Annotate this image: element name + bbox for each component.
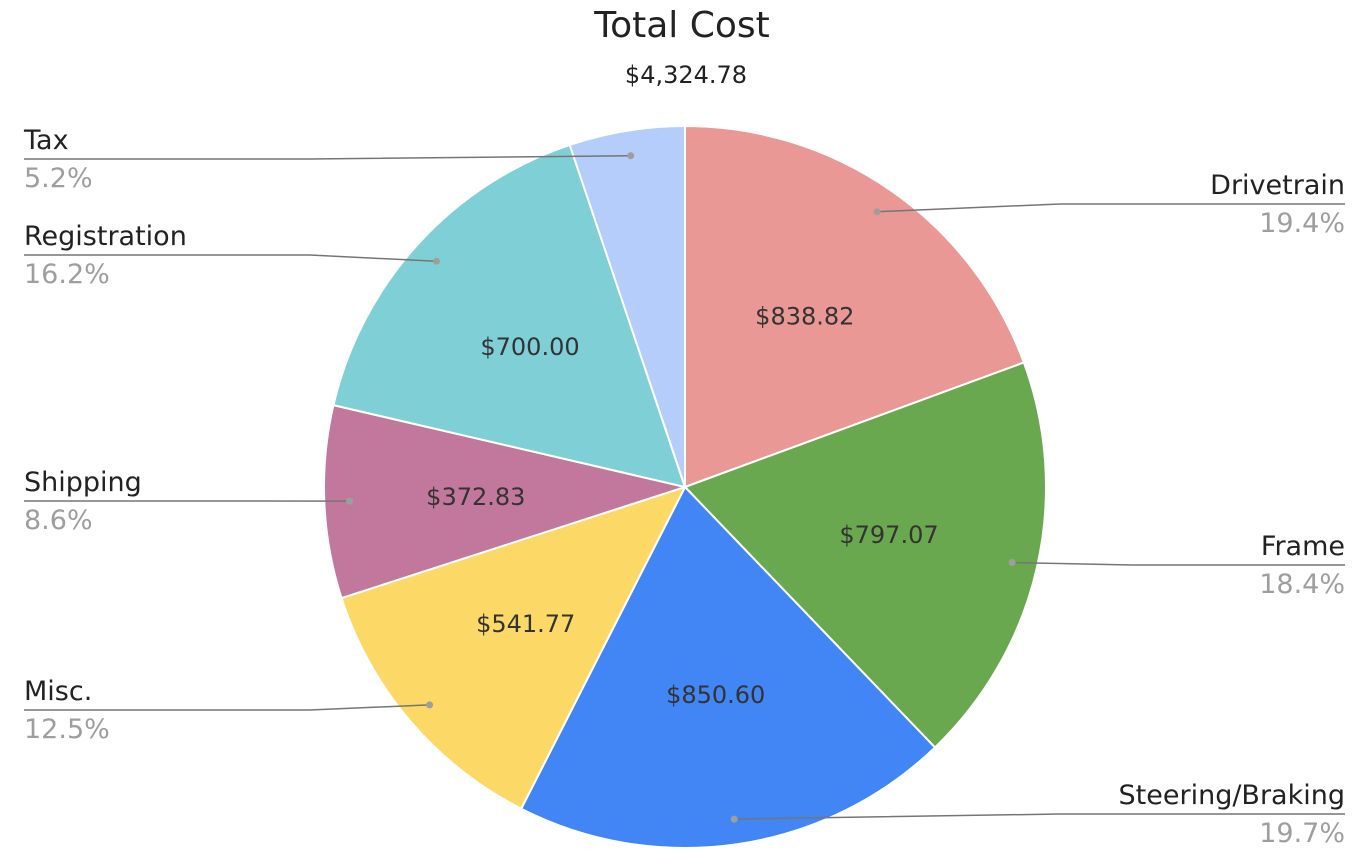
value-label-frame: $797.07 [839, 521, 938, 549]
percent-label-frame: 18.4% [1259, 569, 1345, 600]
category-label-tax: Tax [23, 125, 69, 156]
category-label-steering-braking: Steering/Braking [1119, 780, 1345, 811]
leader-dot-drivetrain [873, 208, 881, 216]
category-label-drivetrain: Drivetrain [1210, 170, 1345, 201]
percent-label-steering-braking: 19.7% [1259, 818, 1345, 849]
category-label-registration: Registration [24, 221, 187, 252]
chart-subtitle: $4,324.78 [625, 61, 747, 89]
slice-shipping [323, 403, 689, 600]
slice-frame [683, 361, 1047, 749]
leader-dot-shipping [346, 497, 354, 505]
leader-line-frame [1012, 561, 1345, 566]
slice-tax [568, 124, 686, 488]
leader-dot-misc [426, 701, 434, 709]
value-label-drivetrain: $838.82 [755, 302, 854, 330]
slice-labels: $838.82 Drivetrain 19.4% $797.07 Frame 18.4% $… [23, 125, 1345, 849]
leader-dot-registration [433, 257, 440, 265]
slice-drivetrain [684, 124, 1026, 489]
leader-dot-tax [627, 152, 635, 160]
value-label-steering-braking: $850.60 [666, 681, 765, 709]
value-label-shipping: $372.83 [426, 483, 525, 511]
category-label-shipping: Shipping [24, 467, 142, 498]
percent-label-misc: 12.5% [24, 714, 110, 745]
slice-registration [332, 143, 687, 489]
value-label-misc: $541.77 [476, 610, 575, 638]
leader-lines [24, 152, 1345, 823]
leader-dot-frame [1008, 559, 1016, 566]
slice-steering-braking [519, 485, 937, 849]
leader-line-registration [24, 254, 437, 263]
percent-label-shipping: 8.6% [24, 505, 93, 536]
slice-misc [340, 485, 687, 811]
percent-label-tax: 5.2% [24, 163, 93, 194]
category-label-frame: Frame [1261, 531, 1345, 562]
percent-label-drivetrain: 19.4% [1259, 208, 1345, 239]
leader-line-steering-braking [734, 813, 1345, 820]
value-label-registration: $700.00 [480, 333, 579, 361]
leader-line-tax [24, 154, 631, 160]
category-label-misc: Misc. [24, 676, 92, 707]
pie-slices [323, 124, 1047, 849]
leader-line-misc [24, 704, 430, 711]
chart-title: Total Cost [593, 5, 770, 46]
percent-label-registration: 16.2% [24, 259, 110, 290]
leader-dot-steering-braking [730, 815, 738, 823]
leader-line-drivetrain [877, 203, 1345, 213]
